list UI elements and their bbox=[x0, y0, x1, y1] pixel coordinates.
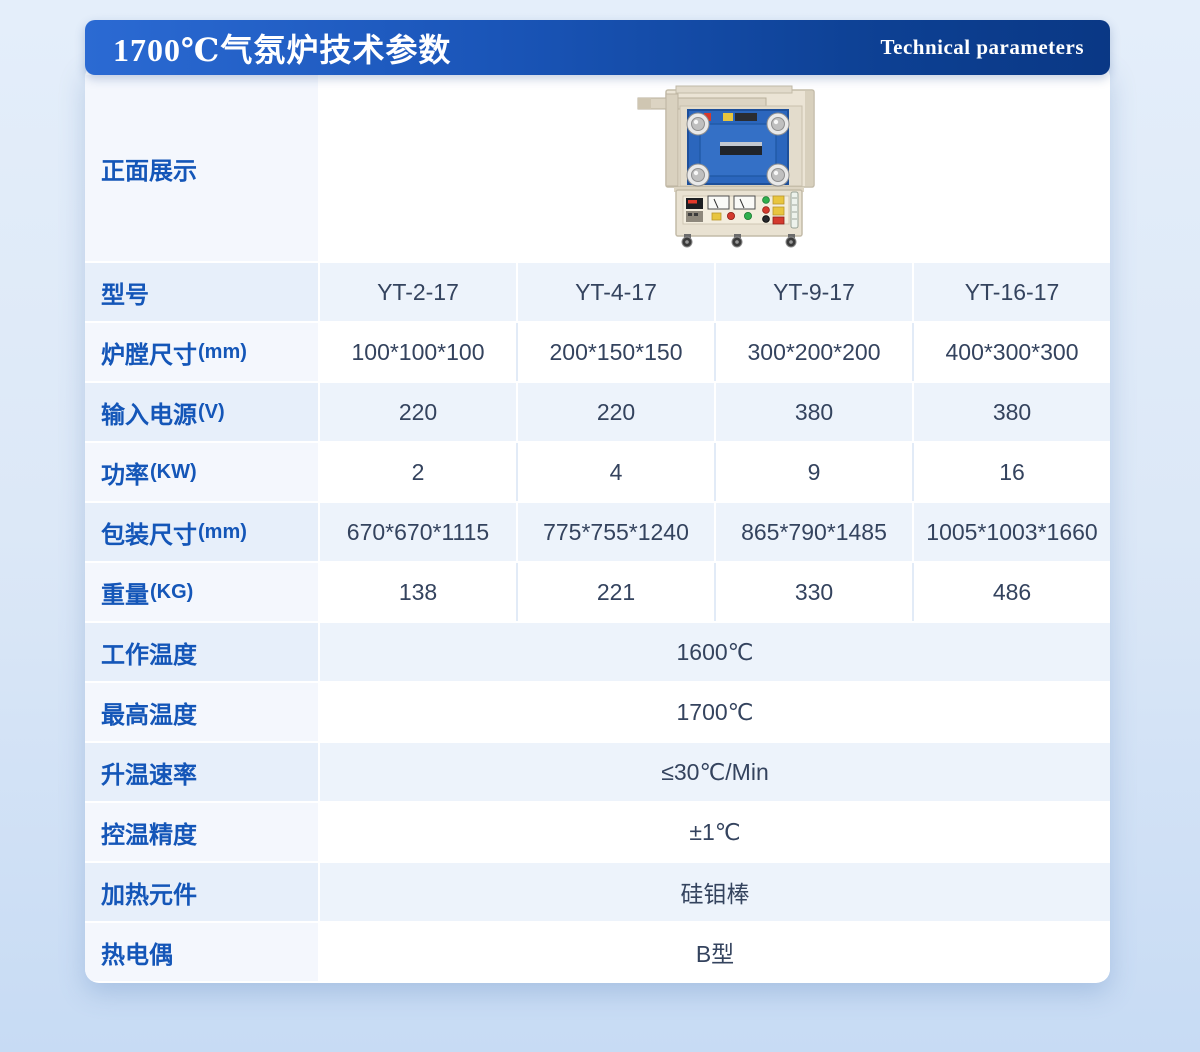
row-label: 重量 bbox=[101, 581, 149, 609]
cell-model-3: YT-9-17 bbox=[716, 263, 912, 321]
row-label: 正面展示 bbox=[101, 157, 197, 185]
row-label: 最高温度 bbox=[101, 701, 197, 729]
row-label-cell: 加热元件 bbox=[85, 863, 318, 921]
table-row-working-temp: 工作温度 1600℃ bbox=[85, 623, 1110, 681]
header-bar: 1700℃气氛炉技术参数 Technical parameters bbox=[85, 20, 1110, 75]
row-label: 升温速率 bbox=[101, 761, 197, 789]
cell-power-3: 9 bbox=[716, 443, 912, 501]
page-subtitle: Technical parameters bbox=[880, 35, 1084, 59]
product-image-cell bbox=[320, 75, 1110, 261]
row-label-unit: (KW) bbox=[150, 460, 197, 483]
row-label-unit: (mm) bbox=[198, 520, 247, 543]
cell-thermocouple: B型 bbox=[320, 923, 1110, 981]
row-label-cell: 最高温度 bbox=[85, 683, 318, 741]
cell-power-2: 4 bbox=[518, 443, 714, 501]
cell-heating-element: 硅钼棒 bbox=[320, 863, 1110, 921]
row-label: 型号 bbox=[101, 281, 149, 309]
spec-table-card: 正面展示 bbox=[85, 65, 1110, 983]
cell-chamber-2: 200*150*150 bbox=[518, 323, 714, 381]
cell-model-2: YT-4-17 bbox=[518, 263, 714, 321]
cell-heating-rate: ≤30℃/Min bbox=[320, 743, 1110, 801]
cell-power-4: 16 bbox=[914, 443, 1110, 501]
spec-table: 正面展示 bbox=[85, 75, 1110, 981]
row-label-cell: 热电偶 bbox=[85, 923, 318, 981]
row-label-cell: 控温精度 bbox=[85, 803, 318, 861]
row-label-unit: (mm) bbox=[198, 340, 247, 363]
page-title: 1700℃气氛炉技术参数 bbox=[113, 31, 452, 68]
table-row-input-voltage: 输入电源 (V) 220 220 380 380 bbox=[85, 383, 1110, 441]
cell-weight-2: 221 bbox=[518, 563, 714, 621]
cell-chamber-3: 300*200*200 bbox=[716, 323, 912, 381]
table-row-temp-accuracy: 控温精度 ±1℃ bbox=[85, 803, 1110, 861]
row-label-cell: 型号 bbox=[85, 263, 318, 321]
cell-packing-2: 775*755*1240 bbox=[518, 503, 714, 561]
row-label-cell: 重量 (KG) bbox=[85, 563, 318, 621]
row-label: 输入电源 bbox=[101, 401, 197, 429]
cell-packing-3: 865*790*1485 bbox=[716, 503, 912, 561]
table-row-weight: 重量 (KG) 138 221 330 486 bbox=[85, 563, 1110, 621]
cell-chamber-1: 100*100*100 bbox=[320, 323, 516, 381]
cell-weight-1: 138 bbox=[320, 563, 516, 621]
cell-packing-4: 1005*1003*1660 bbox=[914, 503, 1110, 561]
table-row-power: 功率 (KW) 2 4 9 16 bbox=[85, 443, 1110, 501]
cell-model-4: YT-16-17 bbox=[914, 263, 1110, 321]
row-label-unit: (V) bbox=[198, 400, 225, 423]
row-label-cell: 功率 (KW) bbox=[85, 443, 318, 501]
row-label-cell: 工作温度 bbox=[85, 623, 318, 681]
row-label-cell: 正面展示 bbox=[85, 75, 318, 261]
cell-voltage-3: 380 bbox=[716, 383, 912, 441]
row-label: 包装尺寸 bbox=[101, 521, 197, 549]
table-row-heating-rate: 升温速率 ≤30℃/Min bbox=[85, 743, 1110, 801]
row-label-cell: 输入电源 (V) bbox=[85, 383, 318, 441]
row-label: 热电偶 bbox=[101, 941, 173, 969]
cell-weight-4: 486 bbox=[914, 563, 1110, 621]
table-row-chamber-size: 炉膛尺寸 (mm) 100*100*100 200*150*150 300*200… bbox=[85, 323, 1110, 381]
cell-weight-3: 330 bbox=[716, 563, 912, 621]
table-row-front-display: 正面展示 bbox=[85, 75, 1110, 261]
row-label: 控温精度 bbox=[101, 821, 197, 849]
table-row-heating-element: 加热元件 硅钼棒 bbox=[85, 863, 1110, 921]
table-row-model: 型号 YT-2-17 YT-4-17 YT-9-17 YT-16-17 bbox=[85, 263, 1110, 321]
cell-max-temp: 1700℃ bbox=[320, 683, 1110, 741]
cell-voltage-2: 220 bbox=[518, 383, 714, 441]
furnace-product-image bbox=[628, 84, 858, 253]
row-label-cell: 炉膛尺寸 (mm) bbox=[85, 323, 318, 381]
row-label-cell: 包装尺寸 (mm) bbox=[85, 503, 318, 561]
cell-temp-accuracy: ±1℃ bbox=[320, 803, 1110, 861]
cell-model-1: YT-2-17 bbox=[320, 263, 516, 321]
cell-chamber-4: 400*300*300 bbox=[914, 323, 1110, 381]
cell-power-1: 2 bbox=[320, 443, 516, 501]
cell-voltage-4: 380 bbox=[914, 383, 1110, 441]
row-label-cell: 升温速率 bbox=[85, 743, 318, 801]
row-label: 功率 bbox=[101, 461, 149, 489]
row-label: 加热元件 bbox=[101, 881, 197, 909]
table-row-thermocouple: 热电偶 B型 bbox=[85, 923, 1110, 981]
cell-packing-1: 670*670*1115 bbox=[320, 503, 516, 561]
row-label-unit: (KG) bbox=[150, 580, 194, 603]
cell-voltage-1: 220 bbox=[320, 383, 516, 441]
table-row-max-temp: 最高温度 1700℃ bbox=[85, 683, 1110, 741]
cell-working-temp: 1600℃ bbox=[320, 623, 1110, 681]
table-row-packing-size: 包装尺寸 (mm) 670*670*1115 775*755*1240 865*7… bbox=[85, 503, 1110, 561]
row-label: 炉膛尺寸 bbox=[101, 341, 197, 369]
row-label: 工作温度 bbox=[101, 641, 197, 669]
